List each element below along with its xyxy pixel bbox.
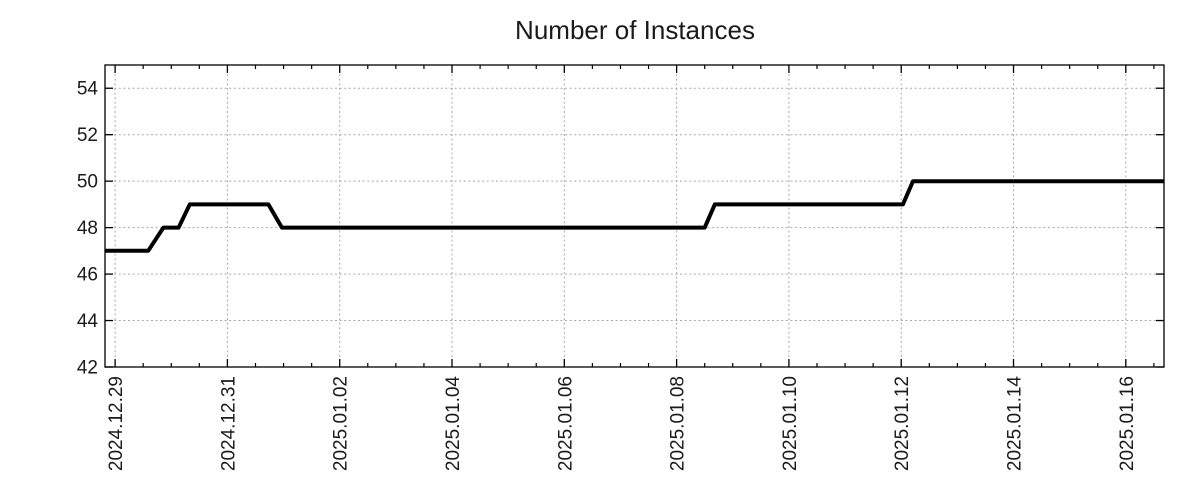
x-tick-label: 2025.01.08 xyxy=(668,376,689,471)
y-tick-label: 48 xyxy=(77,218,98,239)
x-tick-label: 2025.01.02 xyxy=(331,376,352,471)
axis-tick-marks xyxy=(105,65,1164,368)
x-tick-label: 2024.12.29 xyxy=(106,376,127,471)
x-tick-label: 2025.01.04 xyxy=(443,376,464,472)
grid-layer xyxy=(105,65,1164,368)
x-tick-label: 2024.12.31 xyxy=(218,376,239,471)
plot-border xyxy=(104,64,1165,368)
x-tick-label: 2025.01.14 xyxy=(1005,376,1026,472)
y-tick-label: 44 xyxy=(77,311,99,332)
y-tick-label: 46 xyxy=(77,265,98,286)
x-tick-label: 2025.01.06 xyxy=(555,376,576,471)
y-axis-labels: 42 44 46 48 50 52 54 xyxy=(77,79,99,379)
x-tick-label: 2025.01.16 xyxy=(1117,376,1138,471)
x-tick-label: 2025.01.10 xyxy=(780,376,801,471)
x-tick-label: 2025.01.12 xyxy=(892,376,913,471)
chart-title: Number of Instances xyxy=(515,15,755,45)
y-tick-label: 52 xyxy=(77,125,98,146)
y-tick-label: 42 xyxy=(77,358,98,379)
instances-series-line xyxy=(105,179,1164,253)
x-axis-labels: 2024.12.29 2024.12.31 2025.01.02 2025.01.04… xyxy=(106,376,1138,472)
y-tick-label: 54 xyxy=(77,79,99,100)
y-tick-label: 50 xyxy=(77,172,98,193)
